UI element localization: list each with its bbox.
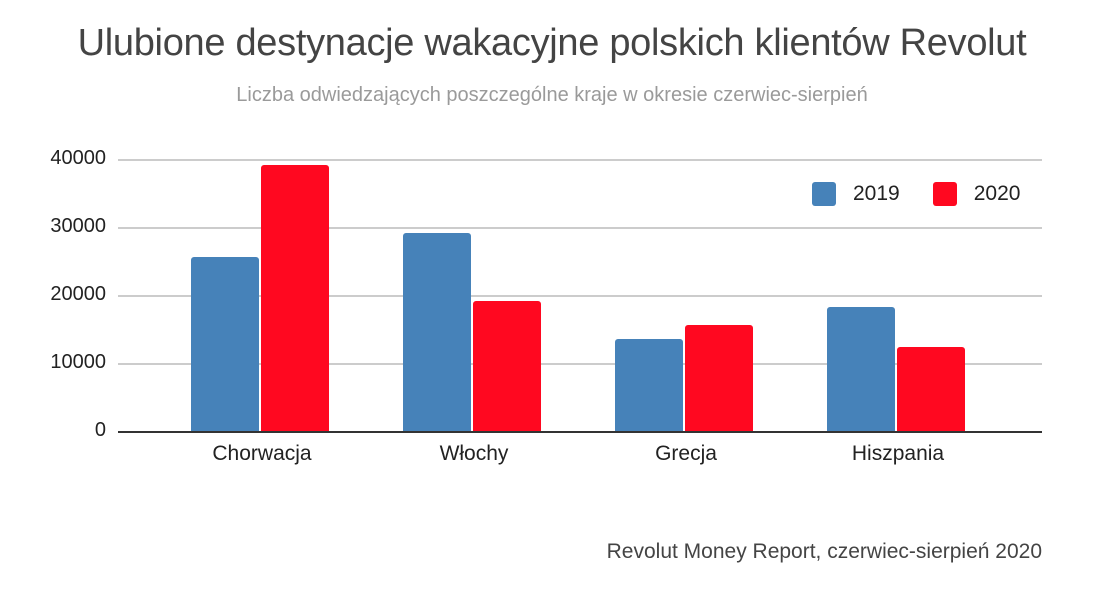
bar-włochy-2019[interactable] xyxy=(403,233,471,432)
gridline-30000 xyxy=(118,227,1042,229)
legend-swatch-2020 xyxy=(932,182,957,206)
bar-grecja-2019[interactable] xyxy=(615,339,683,432)
bar-hiszpania-2019[interactable] xyxy=(827,307,895,432)
x-axis-line xyxy=(118,431,1042,433)
y-tick-40000: 40000 xyxy=(50,147,106,169)
gridline-20000 xyxy=(118,295,1042,297)
source-note: Revolut Money Report, czerwiec-sierpień … xyxy=(606,540,1042,563)
y-tick-0: 0 xyxy=(94,419,106,441)
chart-subtitle: Liczba odwiedzających poszczególne kraje… xyxy=(236,84,868,106)
x-label-wlochy: Włochy xyxy=(439,442,509,465)
y-tick-10000: 10000 xyxy=(50,351,106,373)
gridline-40000 xyxy=(118,159,1042,161)
bar-chorwacja-2020[interactable] xyxy=(261,165,329,432)
legend-swatch-2019 xyxy=(812,182,836,206)
legend-item-2020[interactable]: 2020 xyxy=(932,182,1021,206)
bar-grecja-2020[interactable] xyxy=(685,325,753,432)
legend-label-2020: 2020 xyxy=(973,182,1021,205)
x-label-grecja: Grecja xyxy=(655,442,717,465)
gridline-10000 xyxy=(118,363,1042,365)
legend-item-2019[interactable]: 2019 xyxy=(812,182,900,206)
bar-chorwacja-2019[interactable] xyxy=(191,257,259,432)
y-tick-20000: 20000 xyxy=(50,283,106,305)
chart-title: Ulubione destynacje wakacyjne polskich k… xyxy=(77,22,1027,64)
x-label-chorwacja: Chorwacja xyxy=(212,442,312,465)
legend: 2019 2020 xyxy=(812,182,1020,206)
x-label-hiszpania: Hiszpania xyxy=(851,442,945,465)
y-tick-30000: 30000 xyxy=(50,215,106,237)
bar-włochy-2020[interactable] xyxy=(473,301,541,432)
bar-hiszpania-2020[interactable] xyxy=(897,347,965,432)
plot-area xyxy=(118,159,1042,433)
legend-label-2019: 2019 xyxy=(853,182,900,205)
